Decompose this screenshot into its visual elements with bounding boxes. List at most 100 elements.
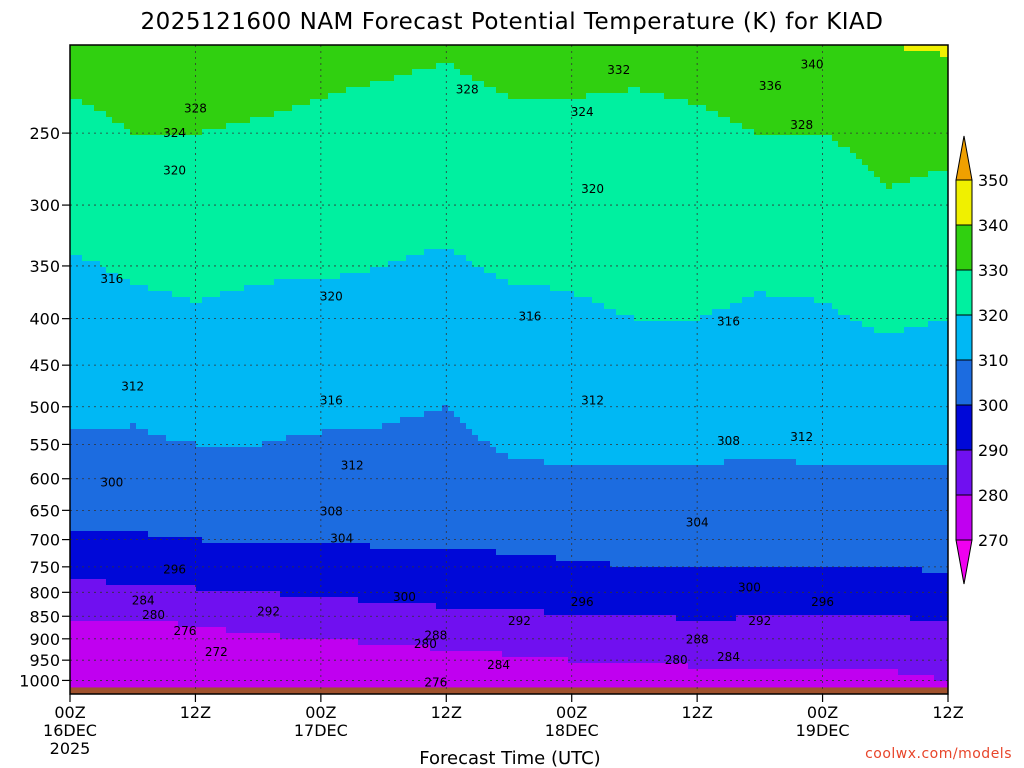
heatmap-cell (142, 621, 149, 628)
heatmap-cell (124, 129, 131, 136)
heatmap-cell (70, 57, 77, 64)
heatmap-cell (316, 567, 323, 574)
heatmap-cell (88, 105, 95, 112)
heatmap-cell (124, 393, 131, 400)
heatmap-cell (184, 141, 191, 148)
heatmap-cell (112, 411, 119, 418)
heatmap-cell (274, 573, 281, 580)
heatmap-cell (130, 651, 137, 658)
heatmap-cell (208, 201, 215, 208)
heatmap-cell (250, 165, 257, 172)
heatmap-cell (94, 381, 101, 388)
heatmap-cell (94, 585, 101, 592)
heatmap-cell (316, 237, 323, 244)
heatmap-cell (202, 411, 209, 418)
heatmap-cell (118, 447, 125, 454)
heatmap-cell (154, 513, 161, 520)
heatmap-cell (70, 147, 77, 154)
heatmap-cell (280, 597, 287, 604)
heatmap-cell (256, 297, 263, 304)
heatmap-cell (136, 591, 143, 598)
heatmap-cell (304, 405, 311, 412)
heatmap-cell (256, 621, 263, 628)
heatmap-cell (82, 501, 89, 508)
heatmap-cell (334, 123, 341, 130)
heatmap-cell (298, 75, 305, 82)
heatmap-cell (268, 555, 275, 562)
heatmap-cell (172, 423, 179, 430)
heatmap-cell (274, 507, 281, 514)
heatmap-cell (160, 591, 167, 598)
heatmap-cell (118, 171, 125, 178)
heatmap-cell (106, 591, 113, 598)
heatmap-cell (280, 453, 287, 460)
heatmap-cell (178, 345, 185, 352)
heatmap-cell (148, 459, 155, 466)
heatmap-cell (280, 651, 287, 658)
heatmap-cell (214, 339, 221, 346)
heatmap-cell (70, 135, 77, 142)
heatmap-cell (268, 339, 275, 346)
heatmap-cell (160, 141, 167, 148)
heatmap-cell (334, 231, 341, 238)
heatmap-cell (142, 165, 149, 172)
heatmap-cell (292, 657, 299, 664)
heatmap-cell (106, 75, 113, 82)
heatmap-cell (142, 423, 149, 430)
heatmap-cell (220, 285, 227, 292)
heatmap-cell (148, 261, 155, 268)
heatmap-cell (304, 633, 311, 640)
heatmap-cell (208, 411, 215, 418)
heatmap-cell (76, 399, 83, 406)
heatmap-cell (340, 189, 347, 196)
heatmap-cell (328, 429, 335, 436)
heatmap-cell (328, 393, 335, 400)
heatmap-cell (70, 513, 77, 520)
heatmap-cell (172, 153, 179, 160)
heatmap-cell (286, 417, 293, 424)
heatmap-cell (154, 231, 161, 238)
heatmap-cell (304, 567, 311, 574)
heatmap-cell (160, 555, 167, 562)
heatmap-cell (148, 447, 155, 454)
heatmap-cell (130, 537, 137, 544)
heatmap-cell (166, 549, 173, 556)
heatmap-cell (310, 393, 317, 400)
heatmap-cell (220, 387, 227, 394)
heatmap-cell (304, 489, 311, 496)
heatmap-cell (322, 303, 329, 310)
heatmap-cell (178, 681, 185, 688)
heatmap-cell (154, 603, 161, 610)
heatmap-cell (214, 171, 221, 178)
heatmap-cell (250, 633, 257, 640)
heatmap-cell (214, 615, 221, 622)
heatmap-cell (202, 399, 209, 406)
heatmap-cell (184, 219, 191, 226)
heatmap-cell (244, 621, 251, 628)
heatmap-cell (160, 297, 167, 304)
heatmap-cell (334, 75, 341, 82)
heatmap-cell (166, 453, 173, 460)
heatmap-cell (82, 261, 89, 268)
heatmap-cell (322, 183, 329, 190)
heatmap-cell (202, 327, 209, 334)
heatmap-cell (256, 201, 263, 208)
heatmap-cell (328, 513, 335, 520)
heatmap-cell (100, 123, 107, 130)
heatmap-cell (274, 609, 281, 616)
heatmap-cell (286, 375, 293, 382)
heatmap-cell (130, 489, 137, 496)
heatmap-cell (328, 645, 335, 652)
heatmap-cell (256, 57, 263, 64)
heatmap-cell (136, 609, 143, 616)
heatmap-cell (292, 321, 299, 328)
heatmap-cell (334, 417, 341, 424)
heatmap-cell (316, 477, 323, 484)
heatmap-cell (244, 495, 251, 502)
heatmap-cell (178, 273, 185, 280)
heatmap-cell (232, 321, 239, 328)
heatmap-cell (154, 213, 161, 220)
heatmap-cell (82, 249, 89, 256)
heatmap-cell (118, 681, 125, 688)
heatmap-cell (238, 87, 245, 94)
